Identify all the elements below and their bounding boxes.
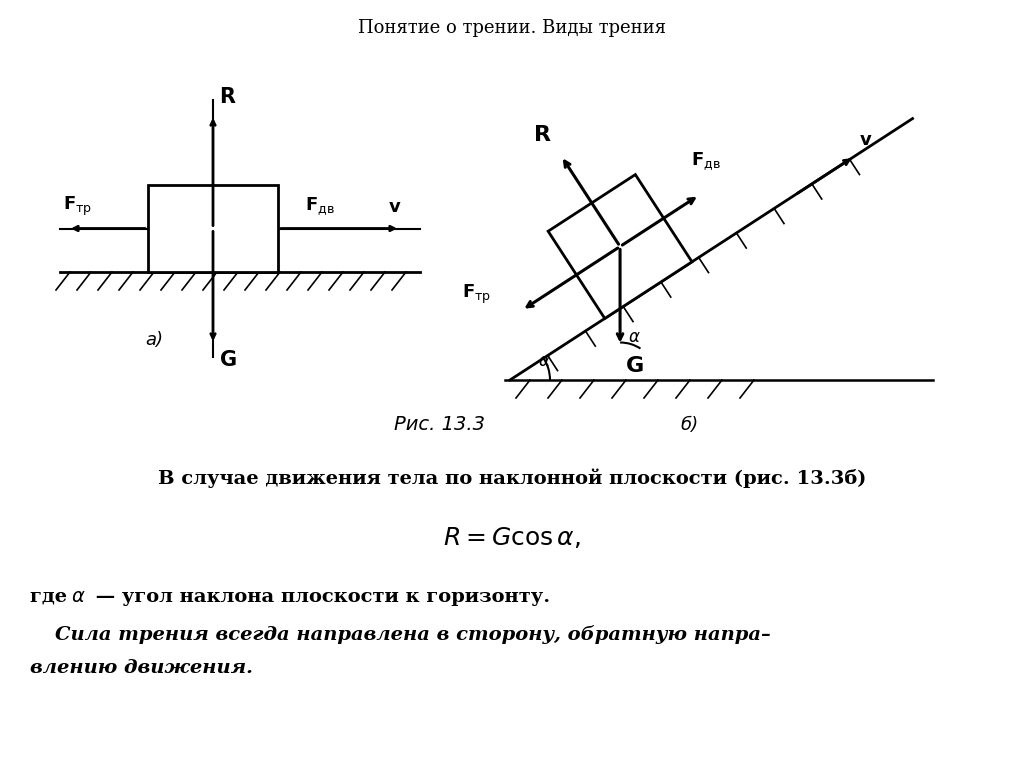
Text: Сила трения всегда направлена в сторону, обратную напра–: Сила трения всегда направлена в сторону,… bbox=[55, 624, 771, 644]
Text: $\alpha$: $\alpha$ bbox=[71, 588, 86, 607]
Text: где: где bbox=[30, 588, 74, 606]
Text: $\alpha$: $\alpha$ bbox=[628, 328, 641, 346]
Text: а): а) bbox=[145, 331, 163, 349]
Polygon shape bbox=[548, 175, 692, 318]
Text: Понятие о трении. Виды трения: Понятие о трении. Виды трения bbox=[358, 19, 666, 37]
Text: $\bf{F}$$_{\rm дв}$: $\bf{F}$$_{\rm дв}$ bbox=[691, 150, 721, 172]
Text: $\bf{G}$: $\bf{G}$ bbox=[625, 356, 644, 376]
Text: $\bf{v}$: $\bf{v}$ bbox=[388, 199, 401, 216]
Text: $\bf{F}$$_{\rm тр}$: $\bf{F}$$_{\rm тр}$ bbox=[63, 196, 92, 219]
Text: $\alpha$: $\alpha$ bbox=[538, 352, 551, 370]
Text: $\bf{v}$: $\bf{v}$ bbox=[859, 130, 872, 149]
Text: влению движения.: влению движения. bbox=[30, 659, 253, 677]
Text: $\bf{R}$: $\bf{R}$ bbox=[534, 125, 552, 145]
Text: б): б) bbox=[680, 416, 698, 434]
Text: — угол наклона плоскости к горизонту.: — угол наклона плоскости к горизонту. bbox=[89, 588, 550, 606]
Text: $R = G\cos\alpha,$: $R = G\cos\alpha,$ bbox=[443, 525, 581, 551]
Text: Рис. 13.3: Рис. 13.3 bbox=[394, 415, 485, 434]
Bar bbox=[148, 185, 278, 272]
Text: В случае движения тела по наклонной плоскости (рис. 13.3б): В случае движения тела по наклонной плос… bbox=[158, 468, 866, 488]
Text: $\bf{G}$: $\bf{G}$ bbox=[219, 350, 237, 370]
Text: $\bf{F}$$_{\rm тр}$: $\bf{F}$$_{\rm тр}$ bbox=[462, 283, 492, 306]
Text: $\bf{R}$: $\bf{R}$ bbox=[219, 87, 237, 107]
Text: $\bf{F}$$_{\rm дв}$: $\bf{F}$$_{\rm дв}$ bbox=[305, 196, 335, 217]
